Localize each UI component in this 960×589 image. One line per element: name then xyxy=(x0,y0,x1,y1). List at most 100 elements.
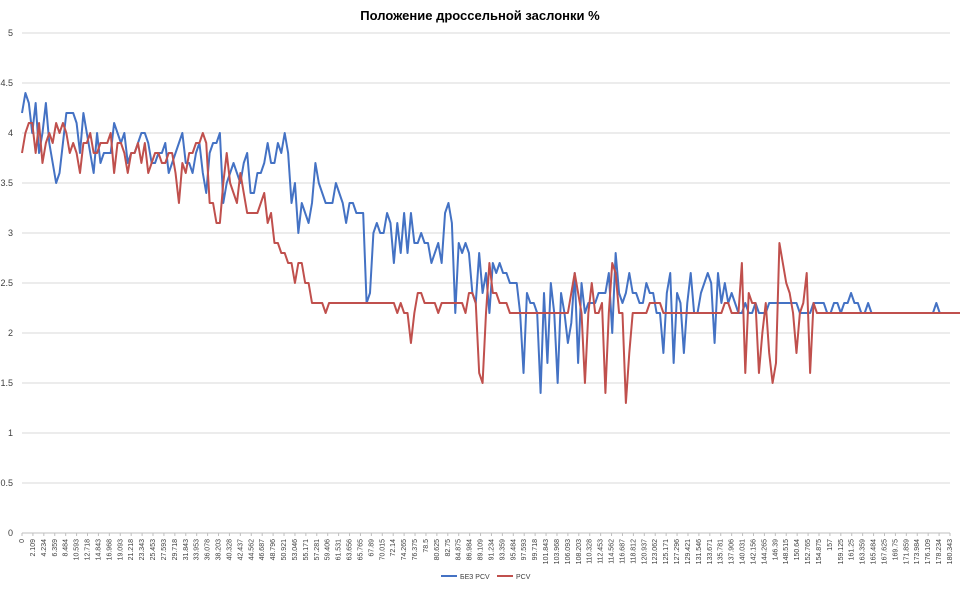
x-tick-label: 167.625 xyxy=(881,539,888,564)
x-tick-label: 14.843 xyxy=(95,539,102,561)
x-tick-label: 148.515 xyxy=(783,539,790,564)
x-tick-label: 146.39 xyxy=(772,539,779,561)
x-tick-label: 169.75 xyxy=(892,539,899,561)
x-tick-label: 0 xyxy=(19,539,26,543)
x-tick-label: 106.093 xyxy=(565,539,572,564)
x-tick-label: 78.5 xyxy=(423,539,430,553)
x-tick-label: 173.984 xyxy=(914,539,921,564)
x-tick-label: 86.984 xyxy=(467,539,474,561)
x-axis: 0 2.109 4.234 6.359 8.484 10.593 12.718 14.843 1… xyxy=(19,533,954,564)
x-tick-label: 33.953 xyxy=(194,539,201,561)
y-tick-label: 2 xyxy=(8,328,13,338)
y-tick-label: 3 xyxy=(8,228,13,238)
x-tick-label: 61.531 xyxy=(336,539,343,561)
x-tick-label: 72.14 xyxy=(390,539,397,557)
x-tick-label: 99.718 xyxy=(532,539,539,561)
x-tick-label: 8.484 xyxy=(63,539,70,557)
x-tick-label: 67.89 xyxy=(368,539,375,557)
x-tick-label: 112.453 xyxy=(598,539,605,564)
x-tick-label: 91.234 xyxy=(488,539,495,561)
x-tick-label: 95.484 xyxy=(510,539,517,561)
x-tick-label: 76.375 xyxy=(412,539,419,561)
y-tick-label: 1.5 xyxy=(0,378,13,388)
x-tick-label: 63.656 xyxy=(347,539,354,561)
x-tick-label: 125.171 xyxy=(663,539,670,564)
x-tick-label: 137.906 xyxy=(729,539,736,564)
x-tick-label: 110.328 xyxy=(587,539,594,564)
x-tick-label: 40.328 xyxy=(226,539,233,561)
x-tick-label: 46.687 xyxy=(259,539,266,561)
x-tick-label: 93.359 xyxy=(499,539,506,561)
y-tick-label: 0.5 xyxy=(0,478,13,488)
x-tick-label: 29.718 xyxy=(172,539,179,561)
x-tick-label: 176.109 xyxy=(925,539,932,564)
plot-area xyxy=(21,92,960,404)
x-tick-label: 36.078 xyxy=(205,539,212,561)
x-tick-label: 135.781 xyxy=(718,539,725,564)
y-tick-label: 4 xyxy=(8,128,13,138)
x-tick-label: 21.218 xyxy=(128,539,135,561)
y-tick-label: 5 xyxy=(8,28,13,38)
y-tick-label: 1 xyxy=(8,428,13,438)
legend-label-2: PCV xyxy=(516,574,531,581)
x-tick-label: 2.109 xyxy=(30,539,37,557)
x-tick-label: 129.421 xyxy=(685,539,692,564)
x-tick-label: 118.812 xyxy=(630,539,637,564)
x-tick-label: 140.031 xyxy=(740,539,747,564)
x-tick-label: 114.562 xyxy=(609,539,616,564)
x-tick-label: 42.437 xyxy=(237,539,244,561)
x-tick-label: 55.171 xyxy=(303,539,310,561)
x-tick-label: 123.062 xyxy=(652,539,659,564)
legend: БЕЗ PCV PCV xyxy=(441,574,531,581)
x-tick-label: 31.843 xyxy=(183,539,190,561)
x-tick-label: 65.765 xyxy=(357,539,364,561)
x-tick-label: 133.671 xyxy=(707,539,714,564)
x-tick-label: 131.546 xyxy=(696,539,703,564)
x-tick-label: 27.593 xyxy=(161,539,168,561)
x-tick-label: 48.796 xyxy=(270,539,277,561)
x-tick-label: 171.859 xyxy=(903,539,910,564)
x-tick-label: 80.625 xyxy=(434,539,441,561)
x-tick-label: 19.093 xyxy=(117,539,124,561)
x-tick-label: 116.687 xyxy=(619,539,626,564)
x-tick-label: 161.25 xyxy=(849,539,856,561)
x-tick-label: 127.296 xyxy=(674,539,681,564)
x-tick-label: 70.015 xyxy=(379,539,386,561)
x-tick-label: 53.046 xyxy=(292,539,299,561)
x-tick-label: 74.265 xyxy=(401,539,408,561)
x-tick-label: 59.406 xyxy=(325,539,332,561)
x-tick-label: 108.203 xyxy=(576,539,583,564)
x-tick-label: 10.593 xyxy=(74,539,81,561)
y-tick-label: 2.5 xyxy=(0,278,13,288)
x-tick-label: 97.593 xyxy=(521,539,528,561)
x-tick-label: 120.937 xyxy=(641,539,648,564)
x-tick-label: 38.203 xyxy=(216,539,223,561)
y-tick-label: 3.5 xyxy=(0,178,13,188)
y-tick-label: 4.5 xyxy=(0,78,13,88)
x-tick-label: 89.109 xyxy=(478,539,485,561)
x-tick-label: 16.968 xyxy=(106,539,113,561)
x-tick-label: 144.265 xyxy=(761,539,768,564)
x-tick-label: 57.281 xyxy=(314,539,321,561)
x-tick-label: 103.968 xyxy=(554,539,561,564)
x-tick-label: 142.156 xyxy=(750,539,757,564)
x-tick-label: 4.234 xyxy=(41,539,48,557)
legend-label-1: БЕЗ PCV xyxy=(460,574,490,581)
y-tick-label: 0 xyxy=(8,528,13,538)
x-tick-label: 150.64 xyxy=(794,539,801,561)
x-tick-label: 163.359 xyxy=(860,539,867,564)
x-tick-label: 6.359 xyxy=(52,539,59,557)
x-tick-label: 44.562 xyxy=(248,539,255,561)
x-tick-label: 178.234 xyxy=(936,539,943,564)
x-tick-label: 82.75 xyxy=(445,539,452,557)
x-tick-label: 165.484 xyxy=(871,539,878,564)
x-tick-label: 84.875 xyxy=(456,539,463,561)
x-tick-label: 157 xyxy=(827,539,834,551)
series-line-1 xyxy=(21,92,950,394)
x-tick-label: 50.921 xyxy=(281,539,288,561)
x-tick-label: 154.875 xyxy=(816,539,823,564)
y-axis: 0 0.5 1 1.5 2 2.5 3 3.5 4 4.5 5 xyxy=(0,28,950,538)
x-tick-label: 180.343 xyxy=(947,539,954,564)
